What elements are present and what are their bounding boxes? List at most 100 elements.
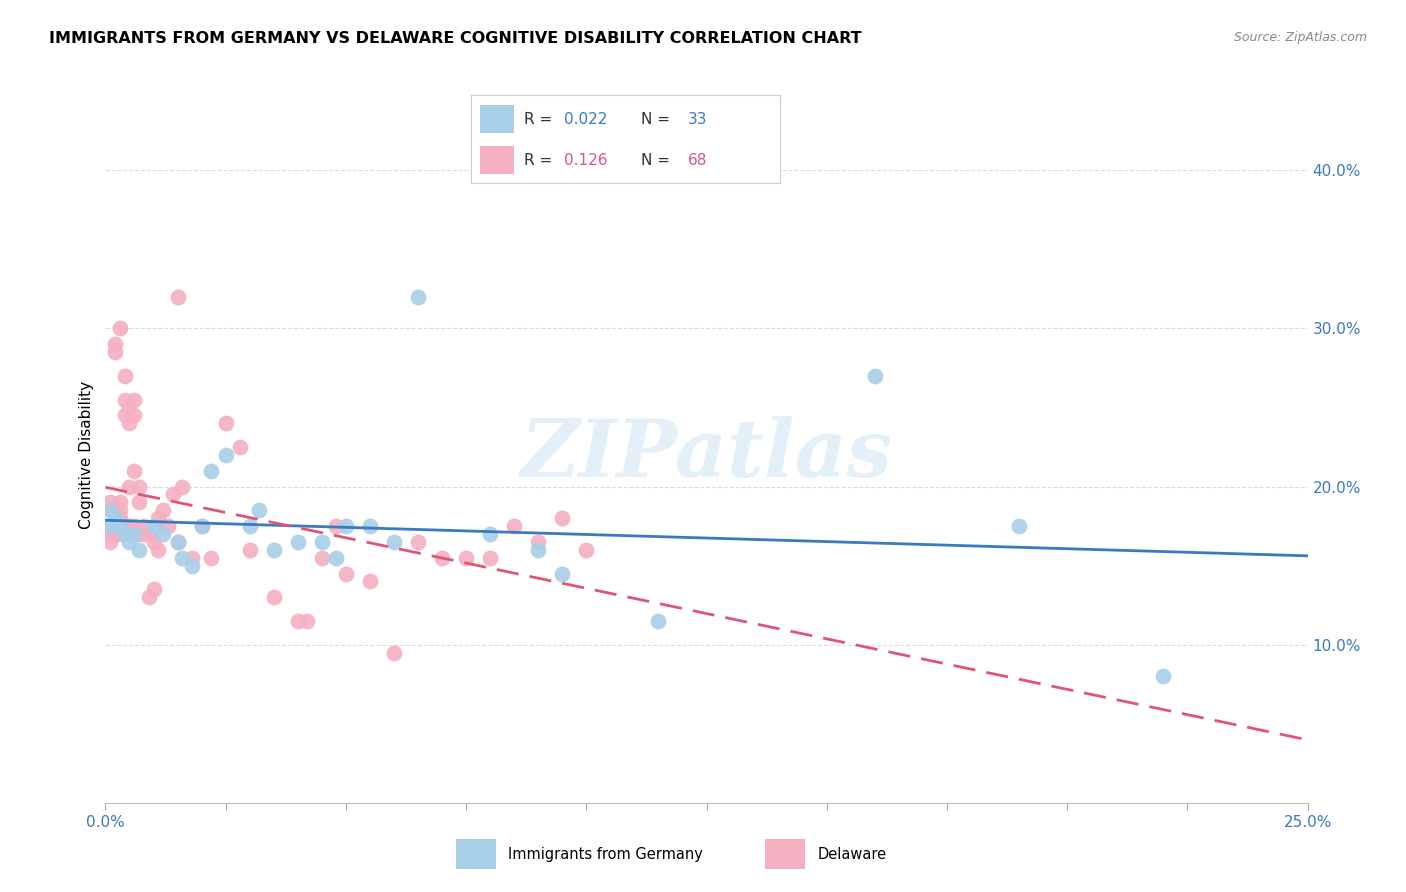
Point bbox=[287, 534, 309, 549]
Point bbox=[172, 550, 194, 565]
Point bbox=[156, 519, 179, 533]
Point bbox=[152, 503, 174, 517]
Point bbox=[382, 646, 405, 660]
Point bbox=[104, 337, 127, 351]
Point bbox=[148, 542, 170, 557]
Point bbox=[1008, 519, 1031, 533]
Text: 0.022: 0.022 bbox=[564, 112, 607, 127]
Point bbox=[104, 527, 127, 541]
Point bbox=[454, 550, 477, 565]
Point bbox=[200, 550, 222, 565]
Point bbox=[118, 417, 141, 431]
Text: Source: ZipAtlas.com: Source: ZipAtlas.com bbox=[1233, 31, 1367, 45]
Point bbox=[118, 534, 141, 549]
Point bbox=[229, 440, 252, 454]
Point bbox=[190, 519, 212, 533]
Point bbox=[166, 534, 188, 549]
Point bbox=[166, 534, 188, 549]
Point bbox=[503, 519, 526, 533]
Text: 68: 68 bbox=[688, 153, 707, 168]
Point bbox=[124, 392, 146, 407]
Point bbox=[172, 479, 194, 493]
Text: Immigrants from Germany: Immigrants from Germany bbox=[508, 847, 703, 862]
Point bbox=[138, 591, 160, 605]
Point bbox=[297, 614, 319, 628]
Point bbox=[124, 519, 146, 533]
Point bbox=[124, 464, 146, 478]
Point bbox=[406, 290, 429, 304]
Point bbox=[575, 542, 598, 557]
Point bbox=[108, 511, 131, 525]
Point bbox=[142, 534, 165, 549]
Point bbox=[118, 519, 141, 533]
Point bbox=[114, 409, 136, 423]
Point bbox=[335, 519, 357, 533]
Point bbox=[551, 566, 574, 581]
Text: N =: N = bbox=[641, 153, 675, 168]
Text: Delaware: Delaware bbox=[817, 847, 887, 862]
Point bbox=[108, 321, 131, 335]
Point bbox=[132, 519, 155, 533]
Point bbox=[114, 368, 136, 383]
Point bbox=[152, 527, 174, 541]
Point bbox=[114, 527, 136, 541]
Point bbox=[108, 503, 131, 517]
Point bbox=[104, 511, 127, 525]
Text: R =: R = bbox=[523, 153, 557, 168]
Point bbox=[98, 527, 121, 541]
Point bbox=[239, 542, 262, 557]
Point bbox=[166, 290, 188, 304]
Point bbox=[162, 487, 184, 501]
Bar bbox=[481, 105, 515, 133]
Point bbox=[104, 519, 127, 533]
Point bbox=[128, 527, 150, 541]
Point bbox=[551, 511, 574, 525]
Point bbox=[214, 417, 236, 431]
Point bbox=[142, 582, 165, 597]
Point bbox=[325, 550, 347, 565]
Point bbox=[190, 519, 212, 533]
Text: 0.126: 0.126 bbox=[564, 153, 607, 168]
Text: R =: R = bbox=[523, 112, 557, 127]
Point bbox=[132, 527, 155, 541]
Point bbox=[104, 503, 127, 517]
Point bbox=[98, 519, 121, 533]
Point bbox=[104, 345, 127, 359]
Point bbox=[263, 542, 285, 557]
Point bbox=[138, 527, 160, 541]
Point bbox=[98, 534, 121, 549]
Point bbox=[430, 550, 453, 565]
Text: 33: 33 bbox=[688, 112, 707, 127]
Point bbox=[263, 591, 285, 605]
Point bbox=[104, 511, 127, 525]
Point bbox=[128, 479, 150, 493]
Point bbox=[479, 527, 502, 541]
Point bbox=[98, 503, 121, 517]
Point bbox=[214, 448, 236, 462]
Point bbox=[128, 542, 150, 557]
Point bbox=[98, 495, 121, 509]
Point bbox=[863, 368, 886, 383]
Point bbox=[527, 534, 550, 549]
Point bbox=[108, 495, 131, 509]
Point bbox=[527, 542, 550, 557]
Point bbox=[98, 503, 121, 517]
Bar bbox=[456, 839, 496, 869]
Point bbox=[124, 409, 146, 423]
Point bbox=[98, 519, 121, 533]
Point bbox=[200, 464, 222, 478]
Point bbox=[406, 534, 429, 549]
Point bbox=[311, 550, 333, 565]
Point bbox=[359, 519, 381, 533]
Point bbox=[359, 574, 381, 589]
Point bbox=[335, 566, 357, 581]
Point bbox=[142, 519, 165, 533]
Text: N =: N = bbox=[641, 112, 675, 127]
Point bbox=[108, 519, 131, 533]
Point bbox=[247, 503, 270, 517]
Point bbox=[118, 401, 141, 415]
Bar bbox=[481, 146, 515, 174]
Point bbox=[108, 527, 131, 541]
Point bbox=[124, 527, 146, 541]
Point bbox=[647, 614, 669, 628]
